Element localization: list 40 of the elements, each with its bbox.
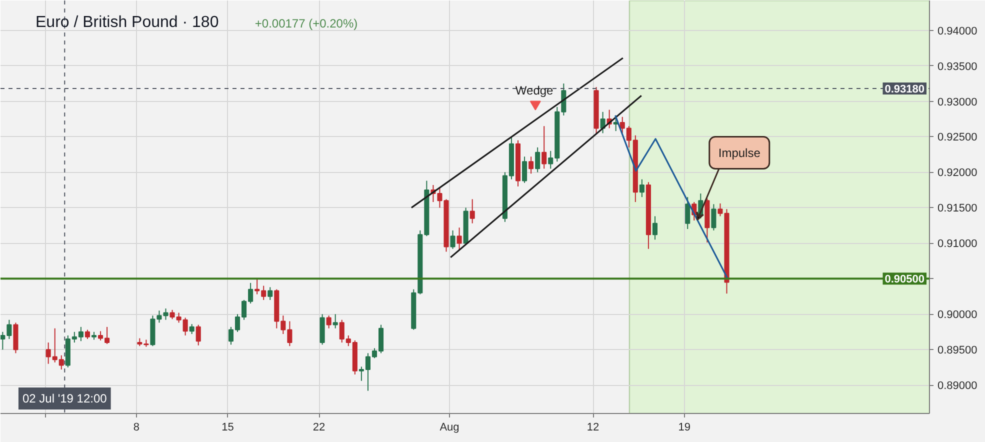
x-tick-label: 12 xyxy=(586,422,600,434)
y-tick-label: 0.92000 xyxy=(938,167,978,180)
candlestick xyxy=(84,329,90,340)
candlestick xyxy=(456,227,462,251)
candlestick xyxy=(189,324,194,335)
y-tick-label: 0.89000 xyxy=(938,380,978,392)
candlestick xyxy=(326,315,332,329)
candlestick xyxy=(196,324,201,346)
candlestick xyxy=(542,126,547,170)
ref-line-label: 02 Jul '19 12:00 xyxy=(22,392,108,406)
candlestick xyxy=(268,286,273,300)
y-tick-label: 0.89500 xyxy=(938,344,978,357)
candlestick xyxy=(528,156,534,174)
x-tick-label: 19 xyxy=(678,422,690,434)
annotation: Impulse xyxy=(718,146,761,160)
y-tick-label: 0.93000 xyxy=(938,96,978,108)
x-tick-label: 15 xyxy=(222,422,234,434)
text: +0.00177 (+0.20%) xyxy=(254,16,358,30)
candlestick xyxy=(685,196,690,230)
ref-line-label: 0.90500 xyxy=(884,274,925,286)
y-tick-label: 0.93500 xyxy=(938,60,978,73)
candlestick xyxy=(470,198,475,224)
y-tick-label: 0.94000 xyxy=(938,25,978,38)
candlestick xyxy=(652,216,658,240)
y-tick-label: 0.91500 xyxy=(938,202,978,215)
x-tick-label: 8 xyxy=(133,422,140,434)
x-tick-label: Aug xyxy=(440,422,460,434)
candlestick xyxy=(522,156,528,184)
y-tick-label: 0.91000 xyxy=(938,238,978,250)
y-tick-label: 0.92500 xyxy=(938,132,978,144)
candlestick xyxy=(332,314,338,329)
candlestick xyxy=(450,230,456,250)
text: Euro / British Pound · 180 xyxy=(36,14,219,31)
candlestick xyxy=(711,204,716,231)
candlestick xyxy=(639,178,644,198)
ref-line-label: 0.93180 xyxy=(884,83,925,96)
annotation: Wedge xyxy=(515,84,554,98)
x-tick-label: 22 xyxy=(312,422,326,434)
candlestick xyxy=(535,146,540,173)
y-tick-label: 0.90000 xyxy=(938,309,978,322)
